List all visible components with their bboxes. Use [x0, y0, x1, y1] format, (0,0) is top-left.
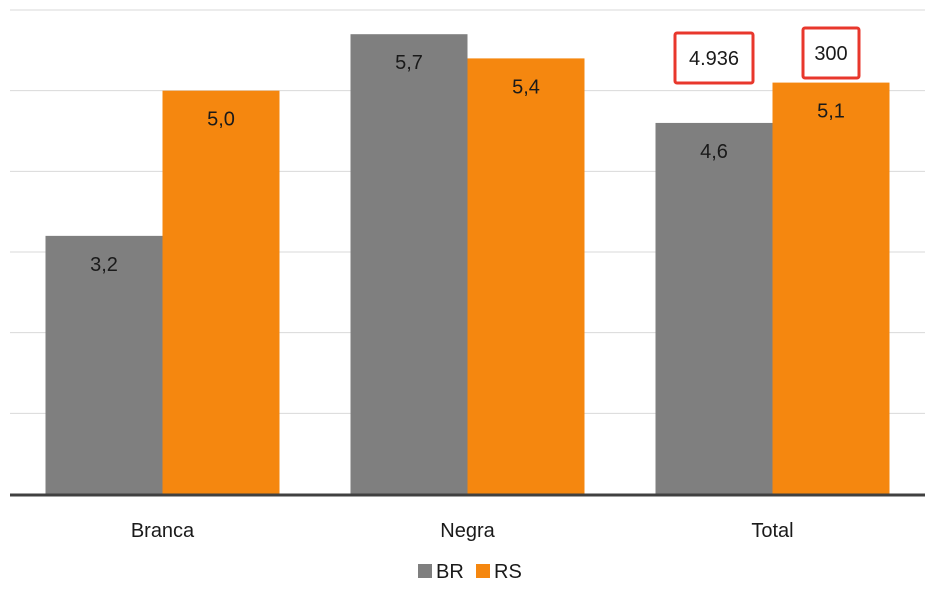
- callouts: 4.936 300: [673, 26, 861, 85]
- legend-swatch: [418, 564, 432, 578]
- legend-item-br: BR: [418, 561, 464, 583]
- callout-border: [673, 31, 755, 85]
- legend-swatch: [476, 564, 490, 578]
- data-label: 4,6: [700, 141, 728, 163]
- category-label: Total: [751, 520, 793, 542]
- bar-rs-total: [772, 82, 890, 494]
- category-label: Branca: [131, 520, 195, 542]
- callout-text: 4.936: [689, 48, 739, 70]
- bar-br-negra: [350, 34, 468, 494]
- bar-rs-negra: [467, 58, 585, 495]
- callout-text: 300: [814, 43, 847, 65]
- callout-box: 300: [801, 26, 861, 80]
- data-label: 5,1: [817, 101, 845, 123]
- legend-label: RS: [494, 561, 522, 583]
- callout-border: [801, 26, 861, 80]
- legend: BR RS: [418, 561, 522, 583]
- legend-item-rs: RS: [476, 561, 522, 583]
- category-label: Negra: [440, 520, 495, 542]
- data-label: 5,0: [207, 109, 235, 131]
- data-label: 5,7: [395, 52, 423, 74]
- legend-label: BR: [436, 561, 464, 583]
- data-label: 5,4: [512, 76, 540, 98]
- category-labels: Branca Negra Total: [131, 520, 794, 542]
- bars: 3,2 5,0 5,7 5,4 4,6 5,1: [45, 34, 890, 495]
- bar-rs-branca: [162, 90, 280, 495]
- bar-br-branca: [45, 235, 163, 494]
- callout-box: 4.936: [673, 31, 755, 85]
- bar-br-total: [655, 122, 773, 494]
- data-label: 3,2: [90, 254, 118, 276]
